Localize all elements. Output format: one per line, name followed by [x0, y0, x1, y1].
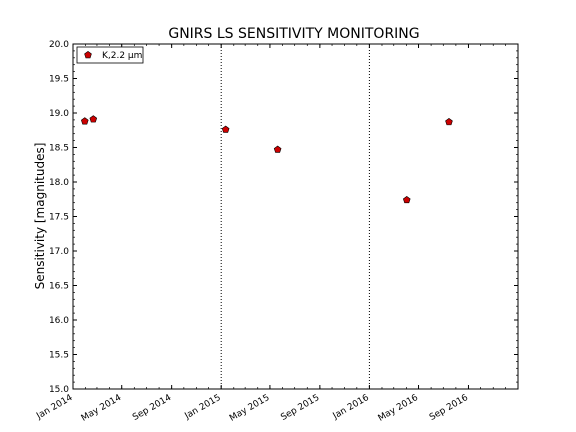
x-tick-label: Jan 2014 [34, 393, 74, 422]
data-point [445, 117, 453, 126]
y-axis-label: Sensitivity [magnitudes] [33, 143, 47, 290]
y-tick-label: 18.0 [49, 178, 69, 188]
plot-area-frame [72, 43, 519, 390]
y-tick-label: 15.5 [49, 351, 69, 361]
legend-box [76, 46, 144, 64]
x-tick-label: May 2016 [377, 393, 421, 424]
y-tick-label: 20.0 [49, 40, 69, 50]
legend-marker [84, 51, 92, 59]
x-tick-label: May 2015 [228, 393, 271, 424]
axis-ticks: 15.0 15.5 16.0 16.5 17.0 17.5 18.0 18.5 19.0 19.5… [34, 40, 518, 424]
data-point [402, 195, 411, 204]
y-tick-label: 19.5 [49, 75, 69, 85]
x-tick-label: Sep 2014 [131, 393, 173, 423]
legend: K,2.2 μm [76, 46, 144, 64]
data-point [89, 115, 98, 123]
x-tick-label: Sep 2015 [279, 393, 321, 423]
y-tick-label: 15.0 [49, 385, 69, 395]
data-points [80, 115, 453, 204]
x-tick-label: May 2014 [80, 393, 124, 424]
y-tick-label: 19.0 [49, 109, 69, 119]
vertical-dotted-lines [220, 44, 370, 389]
y-tick-label: 16.0 [49, 316, 69, 326]
x-tick-label: Jan 2016 [331, 393, 371, 422]
data-point [80, 117, 89, 125]
data-point [273, 145, 282, 153]
y-tick-label: 18.5 [49, 144, 69, 154]
y-tick-label: 16.5 [49, 282, 69, 292]
data-point [221, 125, 230, 133]
legend-entry-label: K,2.2 μm [102, 51, 142, 61]
x-tick-label: Sep 2016 [428, 393, 470, 423]
chart-title: GNIRS LS SENSITIVITY MONITORING [168, 26, 419, 42]
x-tick-label: Jan 2015 [183, 393, 223, 422]
y-tick-label: 17.0 [49, 247, 69, 257]
y-tick-label: 17.5 [49, 213, 69, 223]
